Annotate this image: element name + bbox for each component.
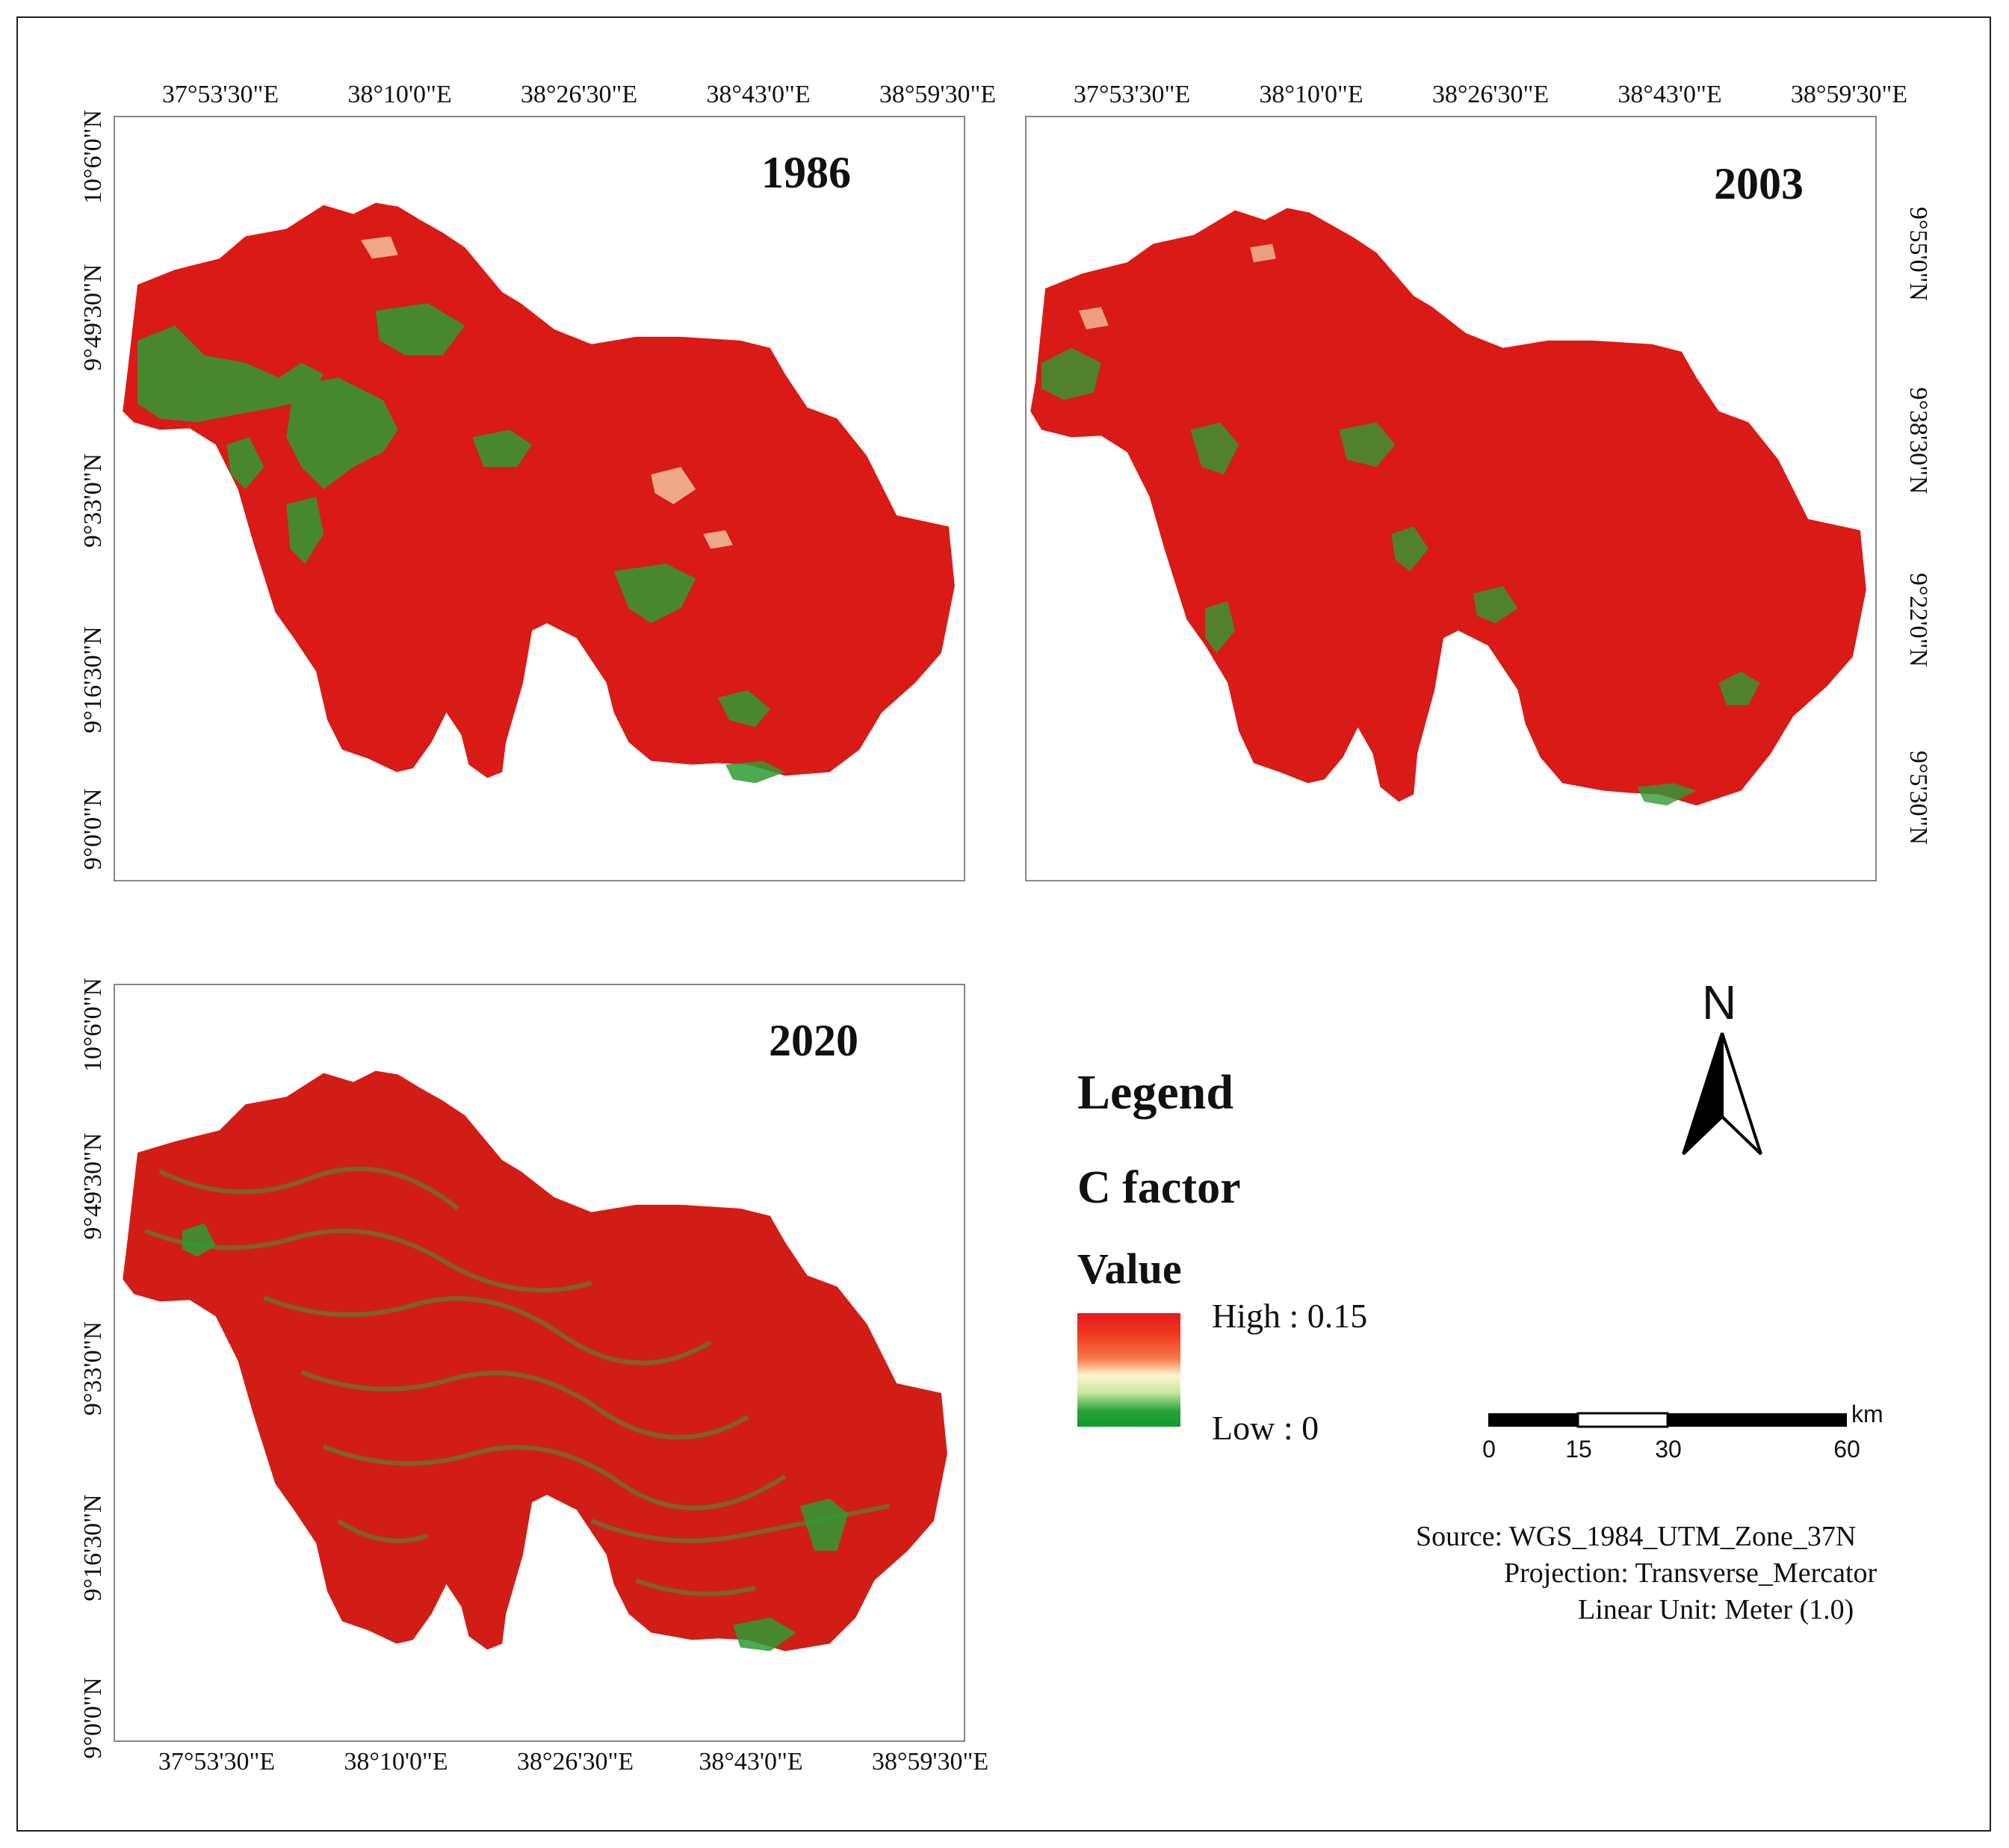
projection-text: Projection: Transverse_Mercator: [1504, 1557, 1878, 1589]
lat-tick: 9°49'30"N: [79, 264, 107, 371]
lon-tick: 37°53'30"E: [158, 1748, 276, 1776]
map-panel-2003: 2003: [1025, 116, 1877, 881]
legend-color-ramp: [1077, 1313, 1180, 1427]
lat-tick: 10°6'0"N: [79, 109, 107, 205]
c-factor-map-2003: [1030, 208, 1866, 806]
lon-tick: 38°10'0"E: [1259, 81, 1363, 108]
scale-bar-graphic: [1488, 1412, 1847, 1428]
lat-tick: 9°33'0"N: [79, 1321, 107, 1416]
north-arrow-icon: [1682, 1032, 1762, 1156]
lat-tick: 10°6'0"N: [79, 977, 107, 1073]
map-panel-2020: 2020: [114, 984, 965, 1742]
scale-tick: 30: [1655, 1436, 1682, 1463]
lat-tick: 9°49'30"N: [79, 1132, 107, 1240]
lat-tick: 9°55'0"N: [1904, 206, 1932, 302]
lon-tick: 38°59'30"E: [871, 1748, 989, 1776]
lon-tick: 38°59'30"E: [879, 81, 997, 108]
legend-layer-name: C factor: [1077, 1162, 1241, 1213]
source-text: Source: WGS_1984_UTM_Zone_37N: [1416, 1521, 1857, 1552]
basin-shape-2003: [1030, 208, 1866, 806]
lon-tick: 37°53'30"E: [1073, 81, 1191, 108]
lon-tick: 38°26'30"E: [516, 1748, 634, 1776]
lon-tick: 38°26'30"E: [520, 81, 638, 108]
scale-tick: 15: [1565, 1436, 1592, 1463]
pale-patches-2003: [1078, 244, 1276, 329]
map-year-2020: 2020: [769, 1016, 858, 1065]
map-year-1986: 1986: [761, 148, 851, 197]
scale-tick: 60: [1833, 1436, 1860, 1463]
legend-high-label: High : 0.15: [1212, 1297, 1368, 1335]
basin-shape-1986: [123, 202, 955, 778]
map-panel-1986: 1986: [114, 116, 965, 881]
legend-title: Legend: [1077, 1065, 1234, 1120]
lon-tick: 38°10'0"E: [347, 81, 452, 108]
lat-tick: 9°0'0"N: [79, 1677, 107, 1759]
lat-tick: 9°0'0"N: [79, 788, 107, 870]
map-year-2003: 2003: [1714, 159, 1804, 208]
lat-tick: 9°16'30"N: [79, 1494, 107, 1602]
lat-tick: 9°16'30"N: [79, 626, 107, 734]
legend-field-name: Value: [1077, 1244, 1182, 1293]
lon-tick: 38°43'0"E: [699, 1748, 803, 1776]
green-patches-2020: [182, 1223, 849, 1652]
lon-tick: 38°59'30"E: [1790, 81, 1908, 108]
lon-tick: 38°10'0"E: [344, 1748, 448, 1776]
green-patches-2003: [1041, 347, 1760, 806]
c-factor-map-2020: [123, 1070, 947, 1652]
lat-tick: 9°33'0"N: [79, 453, 107, 548]
lon-tick: 38°43'0"E: [706, 81, 811, 108]
c-factor-map-1986: [123, 202, 955, 784]
scale-unit: km: [1851, 1401, 1883, 1427]
basin-shape-2020: [123, 1070, 947, 1652]
lon-tick: 38°43'0"E: [1618, 81, 1722, 108]
outer-frame: [16, 16, 1991, 1832]
scale-tick: 0: [1482, 1436, 1496, 1463]
lon-tick: 38°26'30"E: [1431, 81, 1550, 108]
lat-tick: 9°22'0"N: [1904, 572, 1932, 668]
pale-patches-1986: [360, 236, 733, 549]
north-label: N: [1702, 976, 1737, 1029]
legend-low-label: Low : 0: [1212, 1409, 1319, 1447]
green-texture-2020: [143, 1166, 890, 1596]
lat-tick: 9°38'30"N: [1904, 387, 1932, 494]
linear-unit-text: Linear Unit: Meter (1.0): [1578, 1594, 1854, 1625]
lon-tick: 37°53'30"E: [161, 81, 279, 108]
lat-tick: 9°5'30"N: [1904, 750, 1932, 846]
